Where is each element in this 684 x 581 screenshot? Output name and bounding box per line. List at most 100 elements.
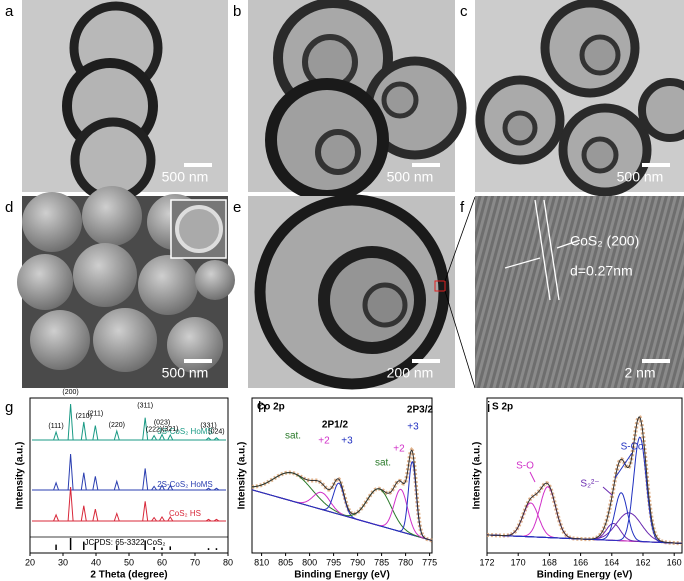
legend-entry: 2S-CoS₂ HoMS bbox=[157, 480, 213, 489]
xrd-peak bbox=[213, 518, 220, 522]
annotation: S-O bbox=[516, 461, 534, 472]
sem-image-d bbox=[17, 186, 235, 388]
xrd-peak bbox=[113, 511, 120, 522]
x-tick-label: 50 bbox=[124, 557, 134, 567]
xrd-peak bbox=[67, 403, 74, 441]
scale-label: 500 nm bbox=[617, 169, 664, 185]
x-axis-label: 2 Theta (degree) bbox=[90, 570, 167, 581]
x-tick-label: 790 bbox=[350, 557, 365, 567]
x-tick-label: 20 bbox=[25, 557, 35, 567]
annotation: sat. bbox=[285, 431, 301, 442]
xrd-peak bbox=[80, 421, 87, 441]
panel-letter: h bbox=[258, 399, 266, 416]
x-axis-label: Binding Energy (eV) bbox=[537, 570, 633, 581]
annotation: S₂²⁻ bbox=[580, 479, 599, 490]
x-tick-label: 775 bbox=[422, 557, 437, 567]
peak-label: (111) bbox=[48, 423, 63, 430]
peak-label: (331) bbox=[200, 423, 216, 430]
xrd-peak bbox=[151, 485, 157, 491]
x-tick-label: 60 bbox=[157, 557, 167, 567]
xrd-peak bbox=[151, 434, 158, 441]
x-tick-label: 172 bbox=[479, 557, 494, 567]
xrd-peak bbox=[80, 505, 87, 522]
panel-letter: a bbox=[5, 3, 14, 20]
scale-label: 2 nm bbox=[624, 365, 655, 381]
xrd-peak bbox=[151, 516, 157, 522]
pointer bbox=[614, 452, 633, 479]
panel-letter: d bbox=[5, 199, 13, 216]
peak-label: (211) bbox=[87, 410, 103, 417]
peak-label: (321) bbox=[162, 426, 178, 433]
x-tick-label: 810 bbox=[254, 557, 269, 567]
xrd-peak bbox=[213, 437, 220, 441]
tem-image-c bbox=[475, 0, 684, 197]
x-tick-label: 780 bbox=[398, 557, 413, 567]
xrd-peak bbox=[213, 487, 220, 491]
fit-component bbox=[487, 486, 683, 544]
xrd-peak bbox=[205, 487, 212, 491]
scale-label: 500 nm bbox=[162, 365, 209, 381]
panel-letter: b bbox=[233, 3, 241, 20]
xrd-peak bbox=[113, 479, 120, 491]
panel-letter: c bbox=[460, 3, 468, 20]
xrd-peak bbox=[113, 429, 120, 441]
y-axis-label: Intensity (a.u.) bbox=[237, 442, 248, 510]
fit-envelope bbox=[487, 416, 683, 544]
x-tick-label: 166 bbox=[573, 557, 588, 567]
xrd-peak bbox=[159, 484, 165, 491]
x-tick-label: 160 bbox=[667, 557, 682, 567]
x-tick-label: 168 bbox=[542, 557, 557, 567]
annotation: S-Co bbox=[621, 442, 644, 453]
annotation: CoS₂ (200) bbox=[570, 233, 639, 249]
scale-label: 200 nm bbox=[387, 365, 434, 381]
xrd-peak bbox=[159, 433, 165, 441]
peak-label: (023) bbox=[154, 419, 170, 426]
x-tick-label: 805 bbox=[278, 557, 293, 567]
plot-frame bbox=[29, 397, 229, 554]
xrd-peak bbox=[142, 468, 149, 491]
panel-letter: i bbox=[487, 399, 490, 416]
annotation: sat. bbox=[375, 458, 391, 469]
annotation: 2P1/2 bbox=[322, 420, 349, 431]
x-tick-label: 40 bbox=[91, 557, 101, 567]
panel-letter: g bbox=[5, 399, 13, 416]
x-tick-label: 800 bbox=[302, 557, 317, 567]
tem-image-a bbox=[22, 0, 228, 203]
x-axis-label: Binding Energy (eV) bbox=[294, 570, 390, 581]
tem-image-e bbox=[248, 194, 476, 390]
hrtem-image-f bbox=[475, 196, 684, 388]
annotation: +2 bbox=[393, 444, 405, 455]
chart-title: Co 2p bbox=[257, 402, 285, 413]
xrd-peak bbox=[67, 486, 74, 522]
plot-frame bbox=[486, 397, 683, 554]
peak-label: (210) bbox=[76, 413, 92, 420]
reference-label: JCPDS: 65-3322 CoS₂ bbox=[85, 538, 166, 547]
xrd-peak bbox=[142, 501, 149, 522]
peak-label: (200) bbox=[62, 389, 78, 396]
legend-entry: 3S-CoS₂ HoMS bbox=[157, 427, 213, 436]
x-tick-label: 70 bbox=[190, 557, 200, 567]
annotation: d=0.27nm bbox=[570, 263, 633, 279]
x-tick-label: 30 bbox=[58, 557, 68, 567]
xrd-peak bbox=[159, 515, 165, 522]
pointer bbox=[529, 471, 536, 483]
xrd-peak bbox=[205, 518, 212, 522]
xrd-peak bbox=[67, 453, 74, 491]
peak-label: (222) bbox=[146, 427, 162, 434]
xrd-peak bbox=[92, 425, 99, 441]
xrd-peak bbox=[167, 433, 174, 441]
fit-component bbox=[251, 460, 433, 541]
x-tick-label: 785 bbox=[374, 557, 389, 567]
x-tick-label: 162 bbox=[635, 557, 650, 567]
x-tick-label: 80 bbox=[223, 557, 233, 567]
pointer bbox=[602, 486, 613, 496]
xrd-peak bbox=[167, 515, 174, 522]
xrd-peak bbox=[205, 437, 212, 441]
xrd-peak bbox=[53, 513, 60, 522]
xrd-peak bbox=[92, 476, 99, 491]
scale-label: 500 nm bbox=[387, 169, 434, 185]
x-tick-label: 795 bbox=[326, 557, 341, 567]
fit-envelope bbox=[252, 449, 433, 541]
xrd-peak bbox=[80, 472, 87, 491]
